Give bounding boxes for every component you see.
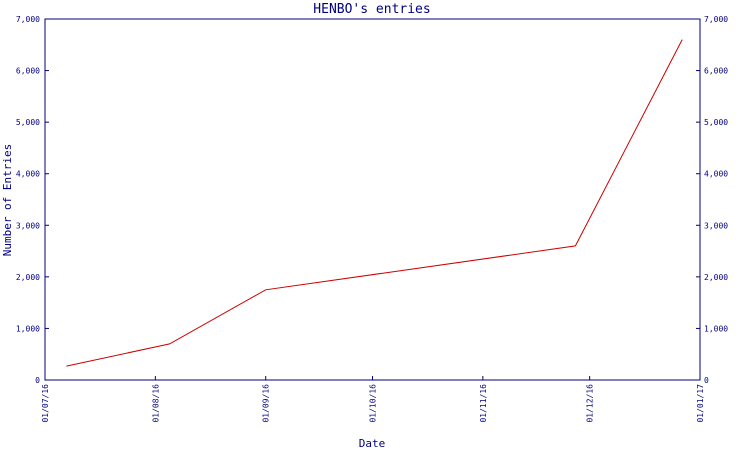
- series-group: [66, 39, 683, 367]
- y-tick-label-right: 1,000: [704, 324, 728, 333]
- x-axis: 01/07/16 01/08/16 01/09/16 01/10/16 01/11/16…: [41, 376, 705, 423]
- y-tick-label-left: 1,000: [16, 324, 40, 333]
- y-axis-label: Number of Entries: [1, 144, 14, 257]
- y-tick-label-left: 7,000: [16, 15, 40, 24]
- chart-title: HENBO's entries: [313, 2, 430, 17]
- x-tick-label: 01/08/16: [151, 384, 160, 423]
- y-tick-label-right: 6,000: [704, 67, 728, 76]
- y-tick-label-left: 3,000: [16, 221, 40, 230]
- x-tick-label: 01/11/16: [479, 384, 488, 423]
- series-line: [66, 39, 683, 367]
- y-tick-label-left: 6,000: [16, 67, 40, 76]
- y-tick-label-right: 3,000: [704, 221, 728, 230]
- y-tick-label-right: 5,000: [704, 118, 728, 127]
- x-tick-label: 01/01/17: [696, 384, 705, 423]
- x-tick-label: 01/07/16: [41, 384, 50, 423]
- y-tick-label-right: 0: [704, 376, 709, 385]
- y-tick-label-left: 4,000: [16, 170, 40, 179]
- y-tick-label-right: 7,000: [704, 15, 728, 24]
- x-tick-label: 01/10/16: [369, 384, 378, 423]
- x-axis-label: Date: [359, 437, 386, 450]
- x-tick-label: 01/12/16: [586, 384, 595, 423]
- y-tick-label-left: 5,000: [16, 118, 40, 127]
- plot-frame: [44, 18, 701, 381]
- y-tick-label-right: 4,000: [704, 170, 728, 179]
- x-tick-label: 01/09/16: [262, 384, 271, 423]
- y-axis: 0 0 1,000 1,000 2,000 2,000 3,000 3,000 4,000 4,0…: [16, 15, 728, 385]
- y-tick-label-left: 0: [35, 376, 40, 385]
- y-tick-label-left: 2,000: [16, 273, 40, 282]
- y-tick-label-right: 2,000: [704, 273, 728, 282]
